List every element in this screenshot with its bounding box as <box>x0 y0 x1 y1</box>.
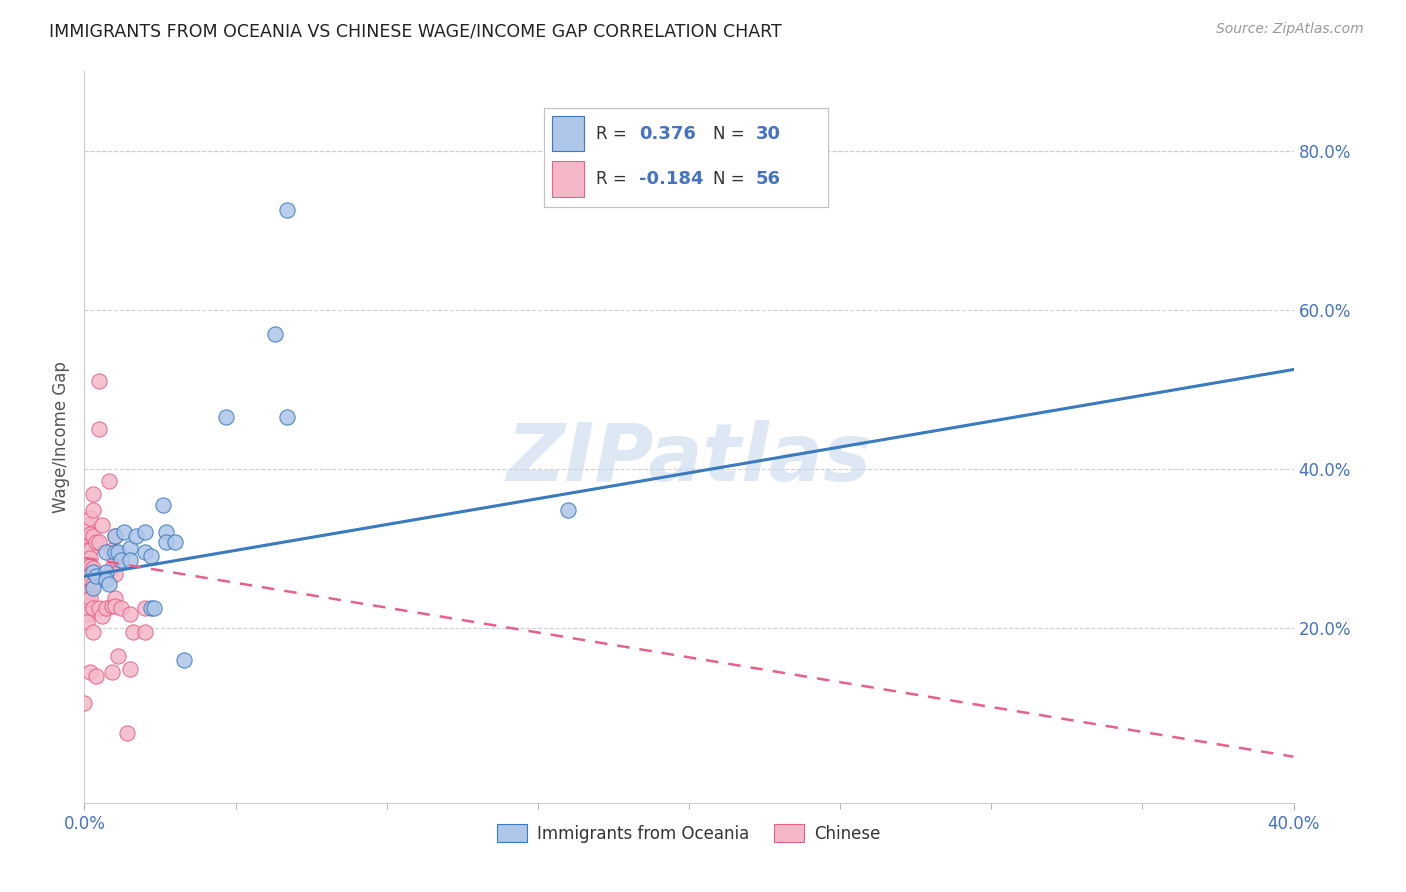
Point <box>82 503 104 517</box>
Point <box>82 561 104 575</box>
Point <box>76 591 98 605</box>
Point <box>100 543 122 558</box>
Point <box>104 529 127 543</box>
Point <box>89 422 111 436</box>
Point <box>89 601 111 615</box>
Point <box>134 545 156 559</box>
Point <box>82 487 104 501</box>
Point <box>97 474 120 488</box>
Point <box>82 624 104 639</box>
Point <box>118 607 141 621</box>
Point <box>155 525 177 540</box>
Point <box>100 599 122 613</box>
Point <box>121 624 143 639</box>
Point <box>110 553 132 567</box>
Point <box>79 527 101 541</box>
Text: ZIPatlas: ZIPatlas <box>506 420 872 498</box>
Point <box>82 566 104 580</box>
Point <box>104 566 127 581</box>
Point <box>142 601 165 615</box>
Point <box>76 558 98 573</box>
Point <box>104 591 127 605</box>
Point <box>134 601 156 615</box>
Point <box>100 561 122 575</box>
Point <box>276 203 298 218</box>
Point <box>104 550 127 565</box>
Text: Source: ZipAtlas.com: Source: ZipAtlas.com <box>1216 22 1364 37</box>
Point <box>79 582 101 597</box>
Point <box>104 529 127 543</box>
Point <box>89 535 111 549</box>
Point <box>97 577 120 591</box>
Point <box>110 601 132 615</box>
Point <box>107 648 129 663</box>
Legend: Immigrants from Oceania, Chinese: Immigrants from Oceania, Chinese <box>491 817 887 849</box>
Point <box>89 375 111 389</box>
Y-axis label: Wage/Income Gap: Wage/Income Gap <box>52 361 70 513</box>
Point <box>100 665 122 679</box>
Point <box>76 533 98 548</box>
Point <box>79 543 101 558</box>
Point <box>152 498 174 512</box>
Point <box>82 581 104 595</box>
Point <box>82 601 104 615</box>
Point <box>139 549 162 564</box>
Point <box>76 543 98 558</box>
Point <box>76 550 98 565</box>
Point <box>125 529 148 543</box>
Point <box>155 535 177 549</box>
Point <box>134 525 156 540</box>
Point <box>86 569 108 583</box>
Point <box>118 662 141 676</box>
Point <box>215 410 238 425</box>
Point <box>94 545 117 559</box>
Point <box>76 574 98 589</box>
Point <box>82 577 104 591</box>
Point <box>79 558 101 573</box>
Point <box>79 511 101 525</box>
Point <box>79 566 101 581</box>
Point <box>112 525 135 540</box>
Point <box>76 599 98 613</box>
Point <box>82 529 104 543</box>
Point <box>276 410 298 425</box>
Point <box>86 535 108 549</box>
Text: IMMIGRANTS FROM OCEANIA VS CHINESE WAGE/INCOME GAP CORRELATION CHART: IMMIGRANTS FROM OCEANIA VS CHINESE WAGE/… <box>49 22 782 40</box>
Point <box>91 609 114 624</box>
Point <box>76 615 98 629</box>
Point <box>139 601 162 615</box>
Point <box>79 550 101 565</box>
Point <box>76 607 98 621</box>
Point <box>94 573 117 587</box>
Point <box>79 574 101 589</box>
Point <box>115 726 138 740</box>
Point <box>134 624 156 639</box>
Point <box>173 653 195 667</box>
Point <box>104 545 127 559</box>
Point <box>557 503 579 517</box>
Point <box>91 517 114 532</box>
Point <box>165 535 187 549</box>
Point <box>79 591 101 605</box>
Point <box>118 541 141 556</box>
Point <box>76 517 98 532</box>
Point <box>107 545 129 559</box>
Point <box>94 601 117 615</box>
Point <box>118 553 141 567</box>
Point <box>76 566 98 581</box>
Point <box>73 697 96 711</box>
Point <box>263 326 285 341</box>
Point <box>86 668 108 682</box>
Point <box>94 566 117 580</box>
Point <box>104 599 127 613</box>
Point <box>79 665 101 679</box>
